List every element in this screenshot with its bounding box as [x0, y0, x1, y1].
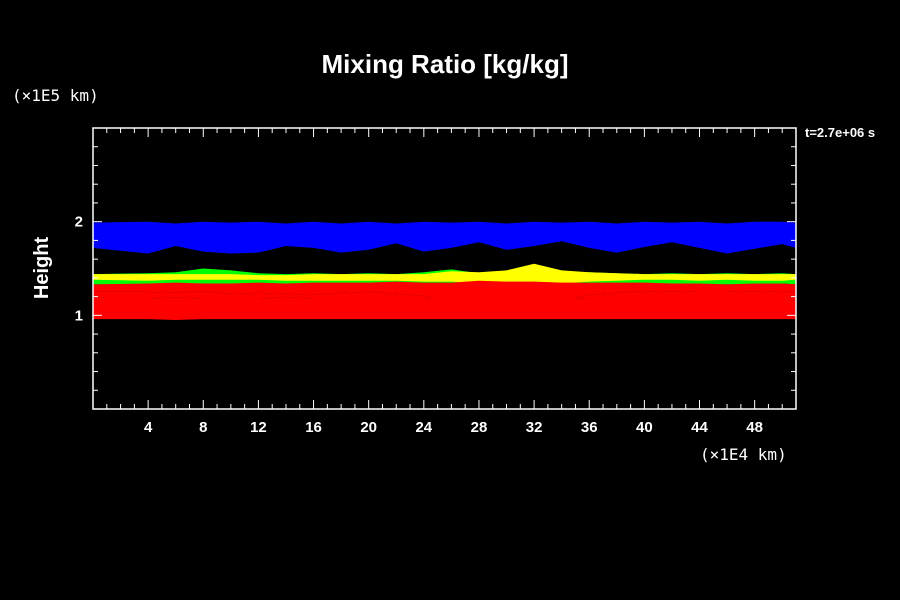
- chart-title: Mixing Ratio [kg/kg]: [322, 49, 569, 79]
- x-tick-label: 24: [415, 419, 432, 436]
- y-tick-labels: 12: [75, 214, 83, 325]
- yellow-band-2: [93, 263, 796, 285]
- x-tick-label: 36: [581, 419, 598, 436]
- y-tick-label: 2: [75, 214, 83, 231]
- x-axis-unit: (×1E4 km): [700, 445, 787, 464]
- x-tick-label: 48: [746, 419, 763, 436]
- x-tick-label: 8: [199, 419, 207, 436]
- y-axis-label: Height: [31, 237, 53, 300]
- x-tick-label: 32: [526, 419, 543, 436]
- x-tick-label: 40: [636, 419, 653, 436]
- y-tick-label: 1: [75, 307, 83, 324]
- x-tick-labels: 4 8 12 16 20 24 28 32 36 40 44 48: [144, 419, 763, 436]
- x-tick-label: 44: [691, 419, 708, 436]
- blue-band-0: [93, 221, 796, 254]
- x-tick-label: 16: [305, 419, 322, 436]
- red-band-4: [93, 296, 796, 320]
- red-band-3: [93, 280, 796, 305]
- x-tick-label: 12: [250, 419, 267, 436]
- x-tick-label: 20: [360, 419, 377, 436]
- red-band-5: [93, 291, 796, 305]
- x-tick-label: 28: [471, 419, 488, 436]
- x-tick-label: 4: [144, 419, 153, 436]
- axis-ticks: [93, 128, 796, 409]
- time-label: t=2.7e+06 s: [805, 125, 875, 140]
- mixing-ratio-field: [93, 221, 796, 320]
- plot-frame: [92, 127, 797, 410]
- y-axis-unit: (×1E5 km): [12, 86, 99, 105]
